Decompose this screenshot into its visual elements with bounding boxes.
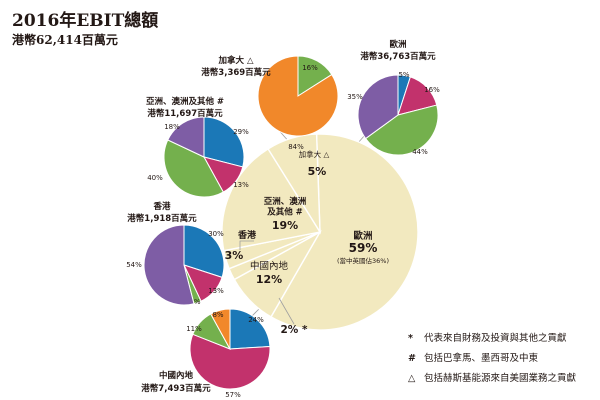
region-pie-percent: 24% [248, 316, 264, 324]
region-pie-percent: 57% [225, 391, 241, 399]
region-pie-percent: 16% [424, 86, 440, 94]
region-pie-name: 加拿大 △ [218, 55, 254, 66]
region-pie-name: 香港 [152, 201, 171, 212]
region-pie-slice [203, 116, 245, 168]
region-pie-percent: 40% [147, 174, 163, 182]
region-pie-slice [143, 224, 195, 306]
region-pie-percent: 54% [126, 261, 142, 269]
main-label-canada: 加拿大 △ [299, 149, 330, 159]
region-pie-slice [183, 224, 225, 278]
legend-symbol: * [408, 333, 413, 344]
main-pie-slice [270, 133, 419, 331]
main-label-europe: 歐洲 [353, 230, 372, 242]
legend-item-asterisk: * 代表來自財務及投資與其他之貢獻 [408, 330, 567, 344]
region-pie-slice [167, 116, 205, 158]
region-pie-percent: 84% [288, 143, 304, 151]
legend-text: 包括赫斯基能源來自美國業務之貢獻 [424, 373, 577, 384]
region-pie-percent: 30% [208, 230, 224, 238]
region-pie-slice [364, 104, 439, 156]
region-pie-percent: 5% [398, 71, 409, 79]
region-pie-percent: 13% [208, 287, 224, 295]
main-value-europe: 59% [349, 241, 378, 255]
main-pie-slice [221, 147, 322, 252]
region-pie-total: 港幣1,918百萬元 [127, 213, 197, 224]
region-pie-total: 港幣7,493百萬元 [141, 383, 211, 394]
region-pie-slice [357, 74, 399, 140]
region-pie-slice [189, 333, 271, 390]
legend-text: 包括巴拿馬、墨西哥及中東 [424, 353, 539, 364]
region-pie-slice [163, 139, 224, 198]
region-pie-percent: 29% [233, 128, 249, 136]
region-pie-percent: 8% [212, 311, 223, 319]
region-pie-total: 港幣36,763百萬元 [360, 51, 436, 62]
region-pie-percent: 35% [347, 93, 363, 101]
region-pie-percent: 44% [412, 148, 428, 156]
leader-line-other [278, 297, 295, 325]
region-pie-percent: 3% [189, 298, 200, 306]
chart-title: 2016年EBIT總額 [12, 11, 159, 31]
region-pie-slice [257, 55, 339, 137]
region-pie-name: 亞洲、澳洲及其他 # [146, 96, 224, 107]
main-value-other: 2% * [281, 324, 308, 336]
legend-item-hash: # 包括巴拿馬、墨西哥及中東 [408, 350, 538, 364]
legend-symbol: △ [408, 373, 416, 384]
region-pie-slice [229, 308, 271, 350]
region-pie-percent: 11% [186, 325, 202, 333]
region-pie-percent: 16% [302, 64, 318, 72]
main-label-asia: 亞洲、澳洲 [264, 196, 307, 207]
chart-subtitle: 港幣62,414百萬元 [12, 33, 118, 47]
region-pie-slice [210, 308, 231, 350]
main-value-mainland: 12% [256, 273, 282, 286]
legend-text: 代表來自財務及投資與其他之貢獻 [424, 333, 567, 344]
main-note-europe: (當中英國佔36%) [337, 256, 389, 265]
legend-item-triangle: △ 包括赫斯基能源來自美國業務之貢獻 [408, 370, 576, 384]
region-pie-name: 歐洲 [389, 39, 406, 50]
main-label-hongkong: 香港 [237, 229, 257, 241]
main-label-asia: 及其他 # [267, 207, 303, 218]
region-pie-percent: 18% [164, 123, 180, 131]
leader-line-hongkong-inner [239, 240, 254, 250]
main-value-asia: 19% [272, 219, 298, 232]
main-value-canada: 5% [308, 165, 327, 178]
region-pie-percent: 13% [233, 181, 249, 189]
main-label-mainland: 中國內地 [250, 260, 289, 272]
main-pie-slice [267, 133, 321, 235]
main-value-hongkong: 3% [225, 249, 244, 262]
region-pie-name: 中國內地 [159, 370, 194, 381]
region-pie-total: 港幣11,697百萬元 [147, 108, 223, 119]
legend-symbol: # [408, 353, 416, 364]
region-pie-total: 港幣3,369百萬元 [201, 67, 271, 78]
